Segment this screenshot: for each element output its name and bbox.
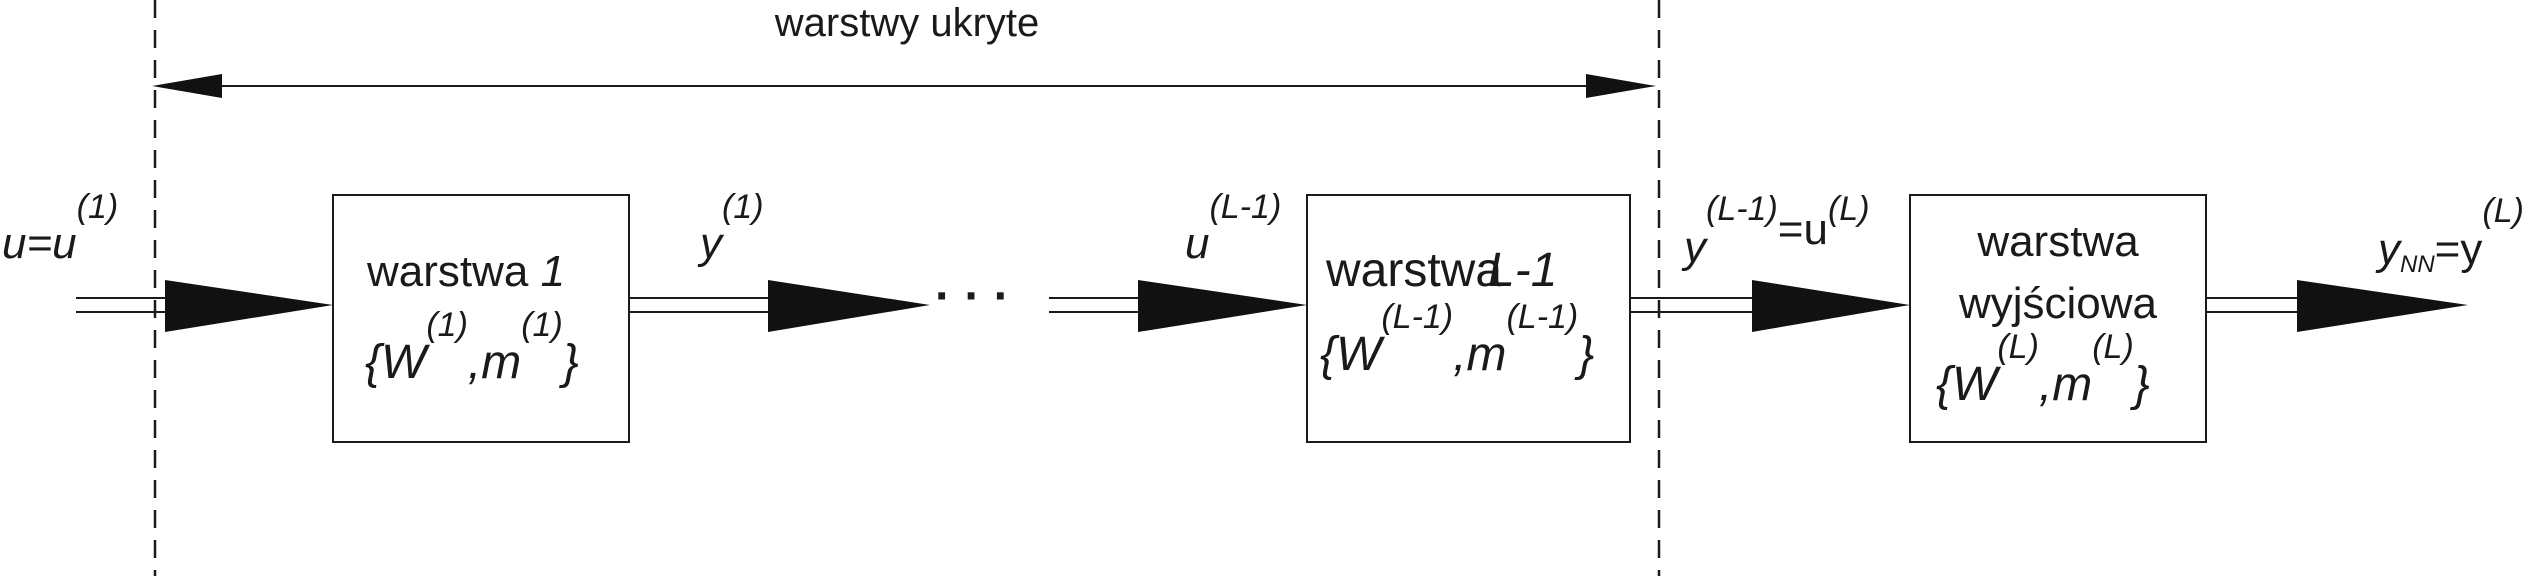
input-label: u=u(1) xyxy=(2,188,118,268)
output-layer-box xyxy=(1909,194,2207,443)
yL1-label: y(L-1)=u(L) xyxy=(1681,190,1870,272)
uL1-label: u(L-1) xyxy=(1185,188,1281,268)
input-connection xyxy=(76,280,333,332)
layer-1-output-connection xyxy=(629,280,930,332)
output-label: yNN=y(L) xyxy=(2375,192,2524,278)
y1-label: y(1) xyxy=(697,188,764,268)
layer-L1-params: {W(L-1),m(L-1)} xyxy=(1320,298,1594,381)
output-layer-name-line1: warstwa xyxy=(1976,217,2139,266)
ellipsis: · · · xyxy=(935,270,1010,323)
layer-1-box xyxy=(332,194,630,443)
output-layer-params: {W(L),m(L)} xyxy=(1936,328,2150,411)
layer-L1-input-connection xyxy=(1049,280,1307,332)
output-connection xyxy=(2206,280,2468,332)
hidden-layers-span-arrow xyxy=(152,74,1656,98)
output-layer-name-line2: wyjściowa xyxy=(1958,279,2158,328)
layer-1-name: warstwa 1 xyxy=(366,247,565,296)
layer-L1-name: warstwaL-1 xyxy=(1325,244,1557,297)
layer-L1-output-connection xyxy=(1630,280,1910,332)
layer-1-params: {W(1),m(1)} xyxy=(365,306,579,389)
hidden-layers-title: warstwy ukryte xyxy=(774,1,1040,45)
layer-L1-box xyxy=(1306,194,1631,443)
